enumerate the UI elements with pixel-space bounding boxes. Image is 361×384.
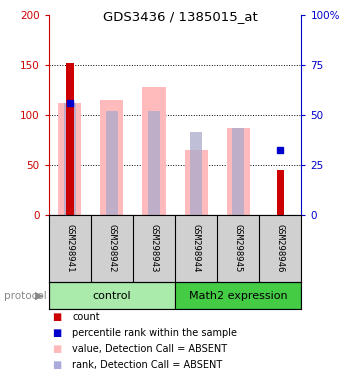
Text: protocol: protocol [4, 291, 46, 301]
Bar [64, 103, 76, 215]
Text: GSM298946: GSM298946 [276, 225, 285, 273]
Text: rank, Detection Call = ABSENT: rank, Detection Call = ABSENT [72, 360, 222, 370]
Bar [175, 282, 301, 309]
Bar [184, 150, 208, 215]
Text: ■: ■ [52, 328, 62, 338]
Text: value, Detection Call = ABSENT: value, Detection Call = ABSENT [72, 344, 227, 354]
Text: ▶: ▶ [35, 291, 44, 301]
Text: percentile rank within the sample: percentile rank within the sample [72, 328, 237, 338]
Text: ■: ■ [52, 360, 62, 370]
Text: GSM298943: GSM298943 [149, 225, 158, 273]
Text: control: control [93, 291, 131, 301]
Bar [148, 111, 160, 215]
Text: GSM298941: GSM298941 [65, 225, 74, 273]
Text: ■: ■ [52, 344, 62, 354]
Bar [100, 100, 123, 215]
Bar [232, 128, 244, 215]
Bar [49, 282, 175, 309]
Bar [277, 170, 284, 215]
Text: GSM298944: GSM298944 [192, 225, 201, 273]
Text: count: count [72, 312, 100, 322]
Text: Math2 expression: Math2 expression [189, 291, 288, 301]
Bar [66, 63, 74, 215]
Bar [227, 128, 250, 215]
Text: GDS3436 / 1385015_at: GDS3436 / 1385015_at [103, 10, 258, 23]
Text: ■: ■ [52, 312, 62, 322]
Text: GSM298942: GSM298942 [108, 225, 116, 273]
Bar [58, 103, 81, 215]
Bar [106, 111, 118, 215]
Bar [143, 87, 166, 215]
Bar [190, 132, 202, 215]
Text: GSM298945: GSM298945 [234, 225, 243, 273]
